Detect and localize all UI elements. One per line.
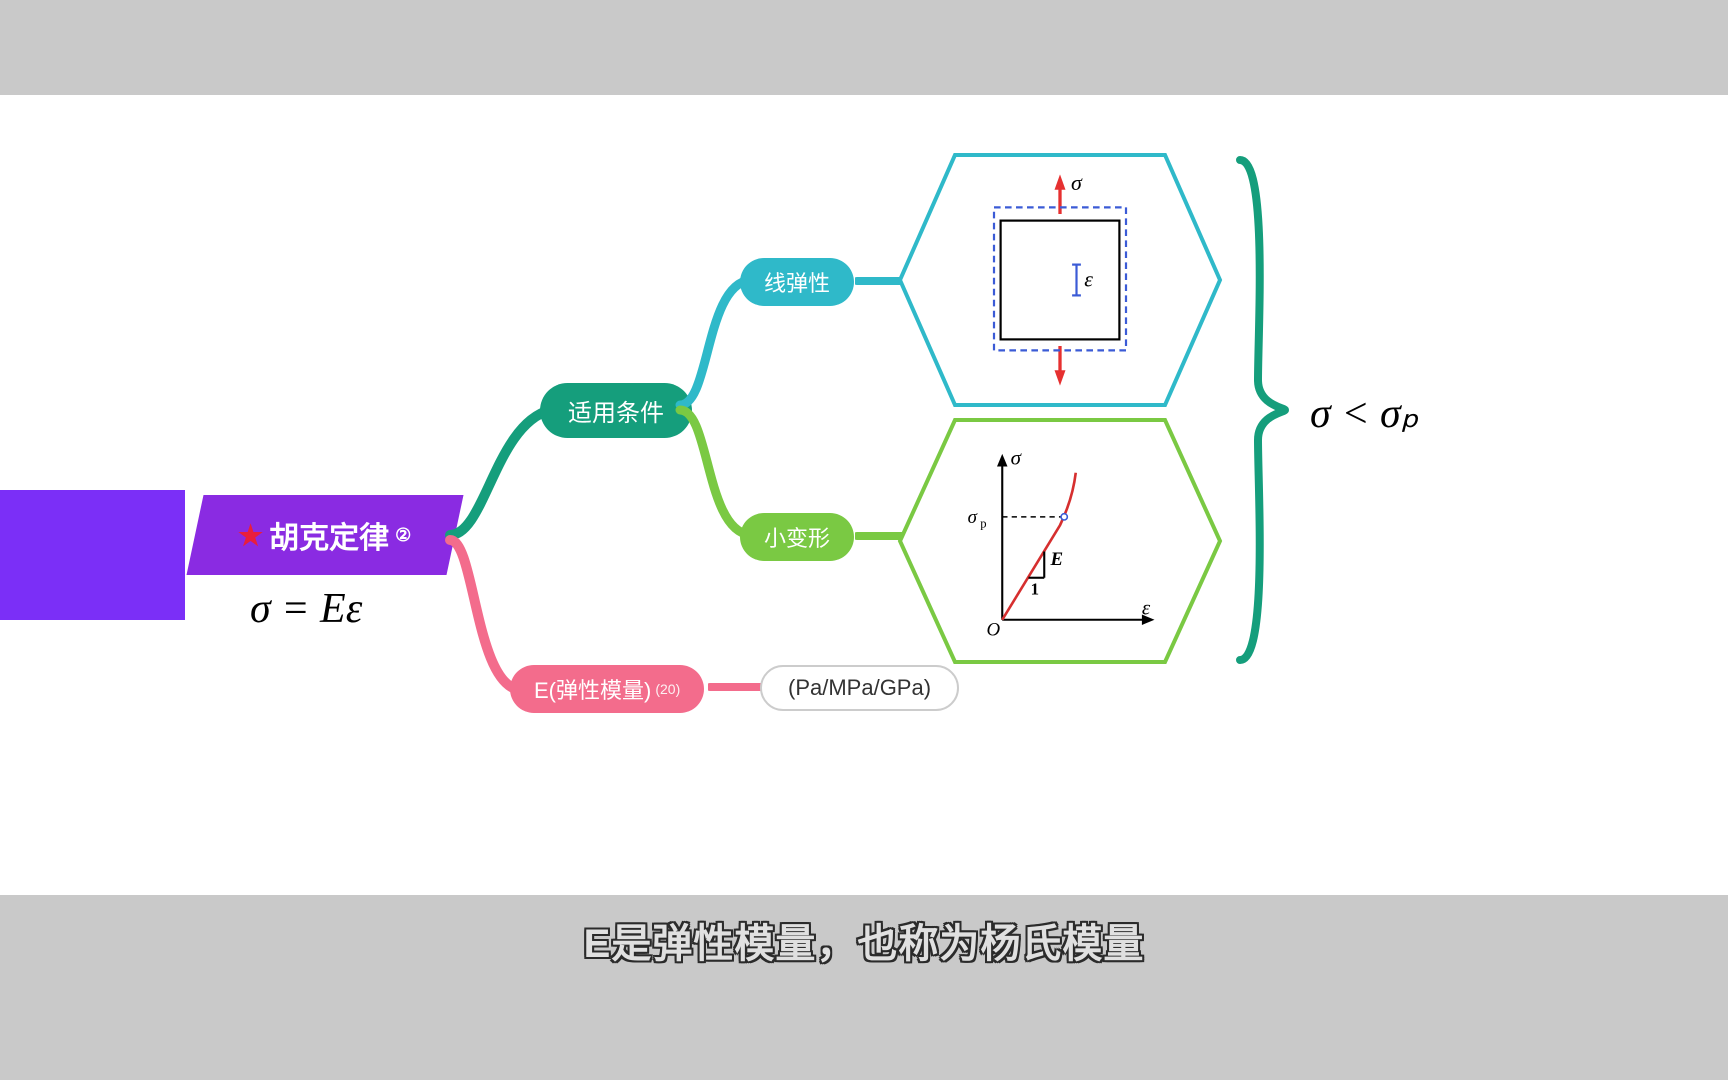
root-formula: σ = Eε <box>250 585 362 633</box>
brace-icon <box>1230 150 1290 670</box>
edge-modulus-units <box>708 681 768 693</box>
caption-bar: E是弹性模量，也称为杨氏模量 <box>0 895 1728 985</box>
sigma-label-top: σ <box>1071 170 1083 195</box>
node-conditions-label: 适用条件 <box>568 393 664 428</box>
hexagon-small: σ ε O σ p E 1 <box>895 415 1225 667</box>
star-icon: ★ <box>238 519 263 552</box>
diagram-canvas: ★ 胡克定律 ② σ = Eε 适用条件 线弹性 小变形 <box>0 95 1728 895</box>
root-node: ★ 胡克定律 ② <box>186 495 463 575</box>
node-small-label: 小变形 <box>764 521 830 553</box>
epsilon-label: ε <box>1084 267 1093 292</box>
stress-strain-diagram: σ ε O σ p E 1 <box>955 435 1165 647</box>
node-linear-label: 线弹性 <box>764 266 830 298</box>
node-modulus-count: (20) <box>655 681 680 697</box>
caption-text: E是弹性模量，也称为杨氏模量 <box>584 911 1145 969</box>
brace-output: σ < σₚ <box>1310 388 1419 438</box>
root-tail <box>0 490 185 620</box>
hexagon-linear: σ ε <box>895 150 1225 410</box>
x-axis-label: ε <box>1142 596 1151 620</box>
node-modulus-label: E(弹性模量) <box>534 673 651 705</box>
E-label: E <box>1050 549 1064 570</box>
node-small: 小变形 <box>740 513 854 561</box>
node-linear: 线弹性 <box>740 258 854 306</box>
one-label: 1 <box>1031 580 1039 599</box>
origin-label: O <box>987 620 1001 641</box>
root-label: 胡克定律 <box>269 513 389 557</box>
units-text: (Pa/MPa/GPa) <box>788 675 931 700</box>
units-pill: (Pa/MPa/GPa) <box>760 665 959 711</box>
node-modulus: E(弹性模量) (20) <box>510 665 704 713</box>
stress-block-diagram: σ ε <box>955 170 1165 390</box>
brace-output-text: σ < σₚ <box>1310 391 1419 437</box>
root-badge: ② <box>395 525 411 546</box>
y-axis-label: σ <box>1011 445 1023 469</box>
edge-root-conditions <box>445 395 555 540</box>
sigma-p-label: σ <box>968 507 978 528</box>
sigma-p-sub: p <box>980 516 986 530</box>
node-conditions: 适用条件 <box>540 383 692 438</box>
